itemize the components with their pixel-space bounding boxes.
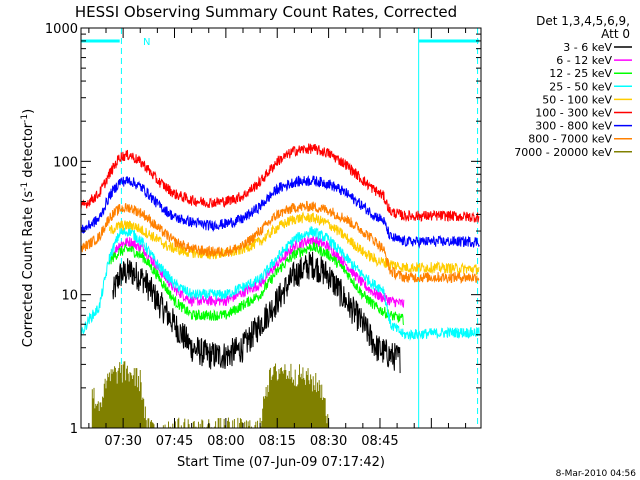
series-line <box>80 143 480 223</box>
series-line <box>112 235 405 308</box>
series-line <box>112 251 401 374</box>
x-tick-label: 08:15 <box>258 434 295 449</box>
series-line <box>91 361 330 428</box>
legend-label: 3 - 6 keV <box>563 41 612 54</box>
y-tick-label: 1 <box>70 422 78 437</box>
y-axis-label-end: ) <box>21 109 36 114</box>
legend-label: 12 - 25 keV <box>549 67 612 80</box>
chart-title: HESSI Observing Summary Count Rates, Cor… <box>75 3 457 21</box>
y-axis: 1 10 100 1000 <box>45 22 481 437</box>
legend-label: 50 - 100 keV <box>542 93 612 106</box>
series-line <box>80 175 480 249</box>
plot-frame <box>80 27 482 429</box>
legend-label: 7000 - 20000 keV <box>514 146 612 159</box>
y-axis-label-main: Corrected Count Rate (s <box>21 191 36 348</box>
x-tick-label: 07:45 <box>156 434 193 449</box>
y-tick-label: 1000 <box>45 22 78 37</box>
legend-label: 100 - 300 keV <box>535 107 612 120</box>
legend-label: 300 - 800 keV <box>535 120 612 133</box>
y-axis-label-sup2: -1 <box>20 114 30 123</box>
series-line <box>108 242 405 326</box>
annotation-n: N <box>143 37 150 48</box>
x-axis: 07:30 07:45 08:00 08:15 08:30 08:45 <box>88 28 467 449</box>
y-axis-label-sup1: -1 <box>20 182 30 191</box>
x-tick-label: 07:30 <box>104 434 141 449</box>
plot-area <box>80 28 480 428</box>
footer-date: 8-Mar-2010 04:56 <box>556 469 637 479</box>
x-tick-label: 08:30 <box>310 434 347 449</box>
legend-label: 800 - 7000 keV <box>528 133 612 146</box>
y-axis-label-mid: detector <box>21 122 36 182</box>
legend-label: 6 - 12 keV <box>556 54 612 67</box>
y-tick-label: 100 <box>53 155 78 170</box>
legend-header-1: Det 1,3,4,5,6,9, <box>536 14 630 28</box>
legend-header-2: Att 0 <box>601 27 630 41</box>
series-line <box>108 211 480 277</box>
series-line <box>80 200 480 284</box>
y-tick-label: 10 <box>61 289 78 304</box>
x-tick-label: 08:00 <box>207 434 244 449</box>
x-tick-label: 08:45 <box>361 434 398 449</box>
legend-label: 25 - 50 keV <box>549 80 612 93</box>
y-axis-label: Corrected Count Rate (s-1 detector-1) <box>20 109 36 347</box>
series-line <box>80 226 480 341</box>
x-axis-label: Start Time (07-Jun-09 07:17:42) <box>177 455 385 470</box>
